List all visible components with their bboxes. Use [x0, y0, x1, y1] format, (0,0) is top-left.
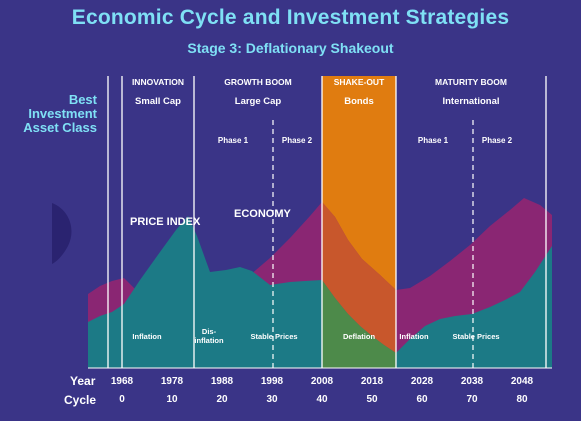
stage-growth-boom: GROWTH BOOM [224, 77, 292, 87]
condition-inflation: Inflation [132, 332, 162, 341]
cycle-tick: 0 [119, 394, 125, 405]
price-index-label: PRICE INDEX [130, 216, 201, 228]
cycle-tick: 80 [516, 394, 528, 405]
condition-stable-prices-2: Stable Prices [452, 332, 500, 341]
stage-maturity-boom: MATURITY BOOM [435, 77, 507, 87]
cycle-tick: 40 [316, 394, 328, 405]
side-label-best: Best [68, 92, 97, 107]
cycle-tick: 10 [166, 394, 178, 405]
condition-disinflation-2: inflation [194, 336, 224, 345]
cycle-tick: 60 [416, 394, 428, 405]
asset-large-cap: Large Cap [234, 96, 282, 107]
page-title: Economic Cycle and Investment Strategies [71, 6, 510, 29]
phase-label: Phase 1 [417, 136, 449, 145]
stage-shake-out: SHAKE-OUT [333, 77, 385, 87]
year-tick: 1998 [260, 376, 284, 387]
side-label-investment: Investment [28, 106, 97, 121]
page-subtitle: Stage 3: Deflationary Shakeout [187, 40, 394, 56]
year-tick: 1978 [160, 376, 184, 387]
cycle-tick: 30 [266, 394, 278, 405]
year-axis-title: Year [70, 374, 96, 388]
asset-small-cap: Small Cap [135, 96, 181, 107]
year-tick: 2008 [310, 376, 334, 387]
side-label-asset-class: Asset Class [23, 120, 97, 135]
cycle-axis-title: Cycle [64, 393, 97, 407]
condition-disinflation-1: Dis- [201, 327, 217, 336]
cycle-tick: 20 [216, 394, 228, 405]
phase-label: Phase 2 [281, 136, 313, 145]
overlap-region [322, 202, 396, 353]
deflation-region [322, 280, 396, 368]
economy-label: ECONOMY [234, 208, 291, 220]
cycle-tick: 50 [366, 394, 378, 405]
asset-international: International [442, 96, 500, 107]
condition-inflation-2: Inflation [399, 332, 429, 341]
cycle-tick: 70 [466, 394, 478, 405]
logo-shape [52, 203, 72, 264]
stage-innovation: INNOVATION [131, 77, 185, 87]
year-tick: 1968 [110, 376, 134, 387]
year-tick: 2038 [460, 376, 484, 387]
year-tick: 2028 [410, 376, 434, 387]
year-tick: 2048 [510, 376, 534, 387]
year-tick: 2018 [360, 376, 384, 387]
asset-bonds: Bonds [344, 96, 374, 107]
condition-stable-prices: Stable Prices [250, 332, 298, 341]
condition-deflation: Deflation [342, 332, 376, 341]
year-tick: 1988 [210, 376, 234, 387]
price-index-area [88, 216, 552, 368]
phase-label: Phase 1 [217, 136, 249, 145]
phase-label: Phase 2 [481, 136, 513, 145]
